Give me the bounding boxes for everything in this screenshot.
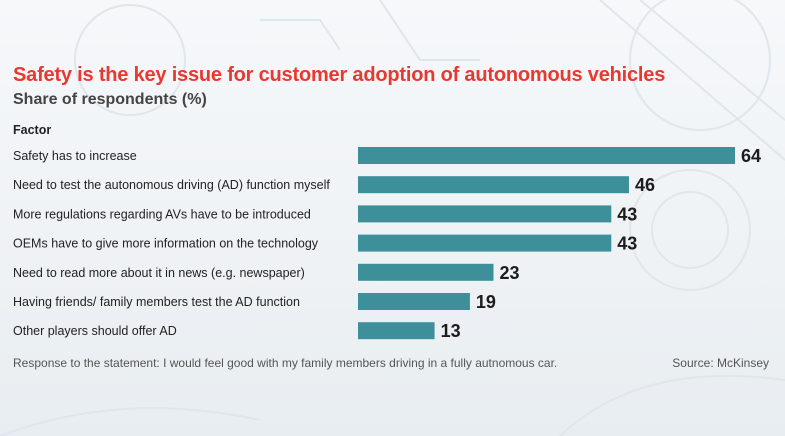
- data-label: 13: [441, 321, 461, 341]
- data-label: 23: [499, 263, 519, 283]
- data-label: 19: [476, 292, 496, 312]
- chart-title: Safety is the key issue for customer ado…: [13, 64, 666, 86]
- bar: [358, 234, 612, 252]
- bar: [358, 147, 735, 164]
- data-label: 64: [741, 146, 761, 166]
- bar: [358, 263, 494, 281]
- data-label: 46: [635, 175, 655, 195]
- bar: [358, 176, 629, 194]
- bar: [358, 322, 435, 340]
- data-label: 43: [617, 234, 637, 254]
- chart-subtitle: Share of respondents (%): [13, 91, 207, 108]
- category-label: Other players should offer AD: [13, 324, 177, 338]
- bar: [358, 293, 470, 310]
- category-label: Safety has to increase: [13, 149, 137, 163]
- bar: [358, 205, 612, 223]
- category-header: Factor: [13, 123, 52, 137]
- category-label: Need to test the autonomous driving (AD)…: [13, 178, 330, 192]
- category-label: Having friends/ family members test the …: [13, 295, 300, 309]
- category-label: Need to read more about it in news (e.g.…: [13, 266, 305, 280]
- source-note: Source: McKinsey: [672, 356, 769, 370]
- data-label: 43: [617, 204, 637, 224]
- category-label: OEMs have to give more information on th…: [13, 237, 319, 251]
- category-label: More regulations regarding AVs have to b…: [13, 207, 311, 221]
- footnote: Response to the statement: I would feel …: [13, 356, 558, 370]
